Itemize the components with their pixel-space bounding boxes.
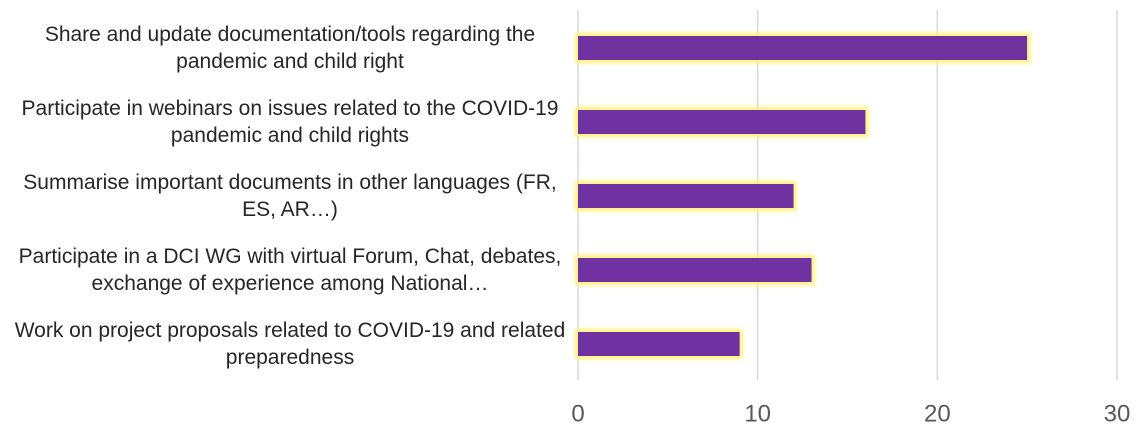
x-tick-label: 0 [571,400,584,427]
x-tick-label: 20 [924,400,951,427]
category-label: Summarise important documents in other l… [23,171,557,221]
bar [578,36,1028,60]
category-label: Participate in webinars on issues relate… [21,97,559,147]
bar [578,258,812,282]
bar [578,110,866,134]
x-tick-label: 10 [744,400,771,427]
bar [578,184,794,208]
bar [578,332,740,356]
category-label: Work on project proposals related to COV… [14,319,566,369]
category-label: Participate in a DCI WG with virtual For… [18,245,562,295]
category-label: Share and update documentation/tools reg… [44,23,536,73]
x-tick-label: 30 [1104,400,1131,427]
